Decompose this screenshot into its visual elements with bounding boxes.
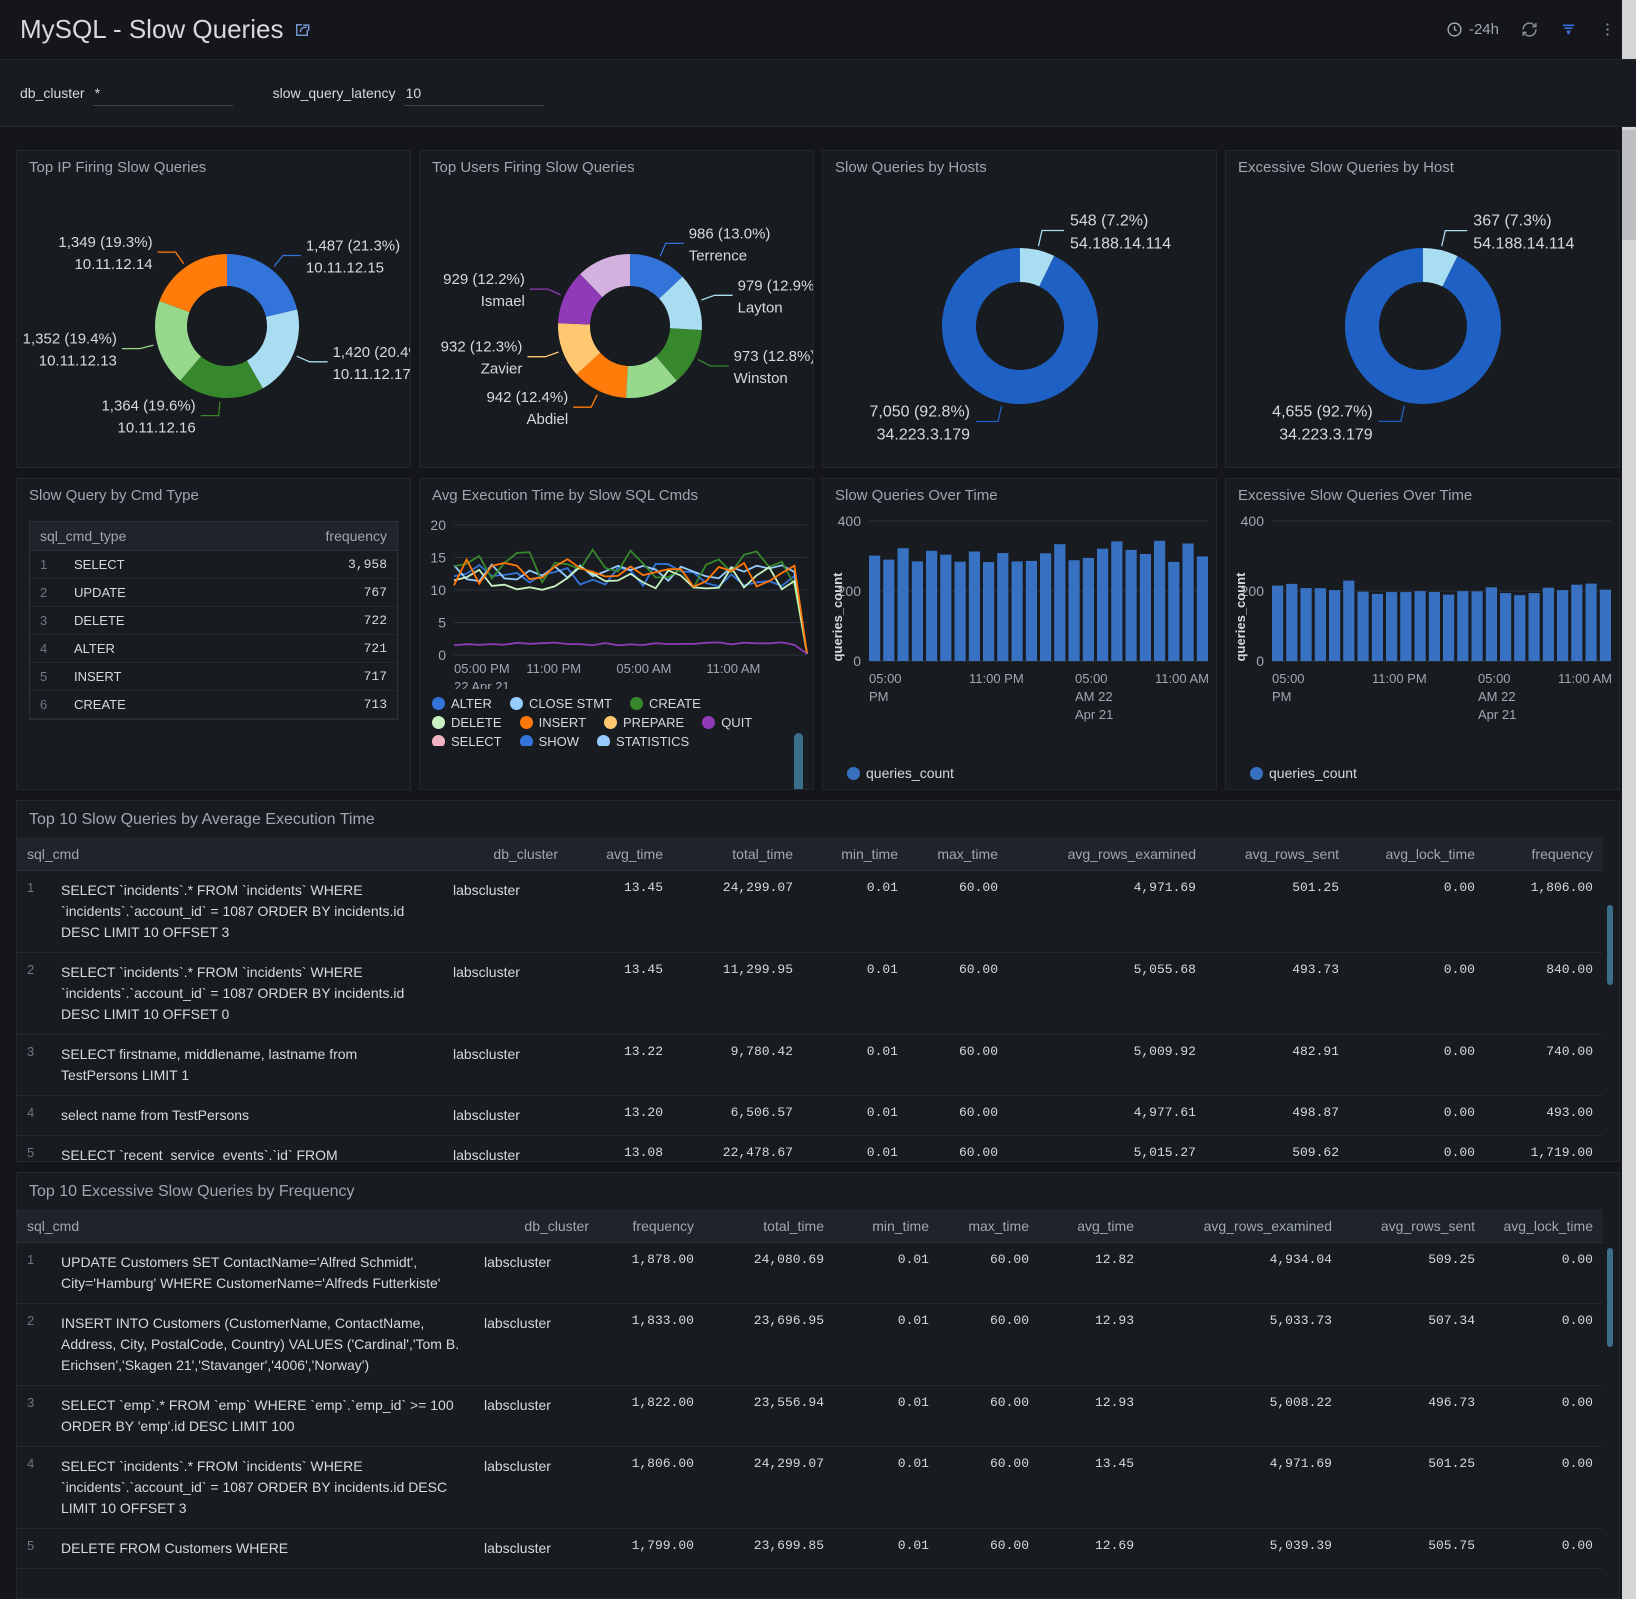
svg-text:929 (12.2%): 929 (12.2%) [443,271,525,288]
svg-text:05:00 AM: 05:00 AM [616,661,671,676]
svg-text:05:00: 05:00 [1075,671,1108,686]
svg-text:Abdiel: Abdiel [526,411,568,428]
svg-text:AM 22: AM 22 [1478,689,1516,704]
svg-text:Layton: Layton [738,299,783,316]
svg-text:05:00: 05:00 [869,671,902,686]
svg-text:11:00 AM: 11:00 AM [1155,671,1209,686]
svg-text:400: 400 [1241,513,1265,529]
svg-text:0: 0 [1256,653,1264,669]
svg-text:PM: PM [1272,689,1292,704]
svg-text:PM: PM [869,689,889,704]
svg-text:1,487 (21.3%): 1,487 (21.3%) [306,238,400,255]
svg-text:10.11.12.15: 10.11.12.15 [306,260,384,277]
svg-text:Winston: Winston [734,370,788,387]
svg-text:11:00 PM: 11:00 PM [969,671,1024,686]
svg-text:367 (7.3%): 367 (7.3%) [1473,213,1551,230]
svg-text:20: 20 [430,517,446,533]
svg-text:10.11.12.13: 10.11.12.13 [39,353,117,370]
svg-text:11:00 AM: 11:00 AM [706,661,760,676]
svg-text:0: 0 [853,653,861,669]
svg-text:22 Apr 21: 22 Apr 21 [454,679,510,689]
svg-text:979 (12.9%): 979 (12.9%) [738,277,814,294]
svg-text:34.223.3.179: 34.223.3.179 [1279,426,1373,443]
svg-text:Apr 21: Apr 21 [1075,707,1113,722]
svg-text:11:00 PM: 11:00 PM [526,661,581,676]
svg-text:932 (12.3%): 932 (12.3%) [441,339,523,356]
svg-text:Terrence: Terrence [689,247,747,264]
svg-text:11:00 PM: 11:00 PM [1372,671,1427,686]
svg-text:54.188.14.114: 54.188.14.114 [1473,236,1574,253]
svg-text:Ismael: Ismael [481,293,525,310]
svg-text:34.223.3.179: 34.223.3.179 [877,427,971,444]
svg-text:1,352 (19.4%): 1,352 (19.4%) [23,331,117,348]
svg-text:942 (12.4%): 942 (12.4%) [486,389,568,406]
svg-text:1,420 (20.4%): 1,420 (20.4%) [333,344,411,361]
svg-text:10.11.12.16: 10.11.12.16 [118,420,196,437]
svg-text:0: 0 [438,647,446,663]
svg-text:AM 22: AM 22 [1075,689,1113,704]
svg-text:10.11.12.17: 10.11.12.17 [333,366,411,383]
svg-text:11:00 AM: 11:00 AM [1558,671,1612,686]
svg-text:05:00 PM: 05:00 PM [454,661,510,676]
svg-text:548 (7.2%): 548 (7.2%) [1070,213,1148,230]
svg-text:1,349 (19.3%): 1,349 (19.3%) [58,234,152,251]
svg-text:Zavier: Zavier [481,361,523,378]
svg-text:05:00: 05:00 [1272,671,1305,686]
svg-text:10: 10 [430,582,446,598]
svg-text:986 (13.0%): 986 (13.0%) [689,225,771,242]
svg-text:15: 15 [430,550,446,566]
svg-text:5: 5 [438,615,446,631]
svg-text:54.188.14.114: 54.188.14.114 [1070,236,1171,253]
svg-text:1,364 (19.6%): 1,364 (19.6%) [101,398,195,415]
svg-text:10.11.12.14: 10.11.12.14 [74,256,152,273]
svg-text:Apr 21: Apr 21 [1478,707,1516,722]
svg-text:4,655 (92.7%): 4,655 (92.7%) [1272,403,1373,420]
svg-text:7,050 (92.8%): 7,050 (92.8%) [869,404,970,421]
svg-text:973 (12.8%): 973 (12.8%) [734,348,814,365]
svg-text:05:00: 05:00 [1478,671,1511,686]
svg-text:400: 400 [838,513,862,529]
